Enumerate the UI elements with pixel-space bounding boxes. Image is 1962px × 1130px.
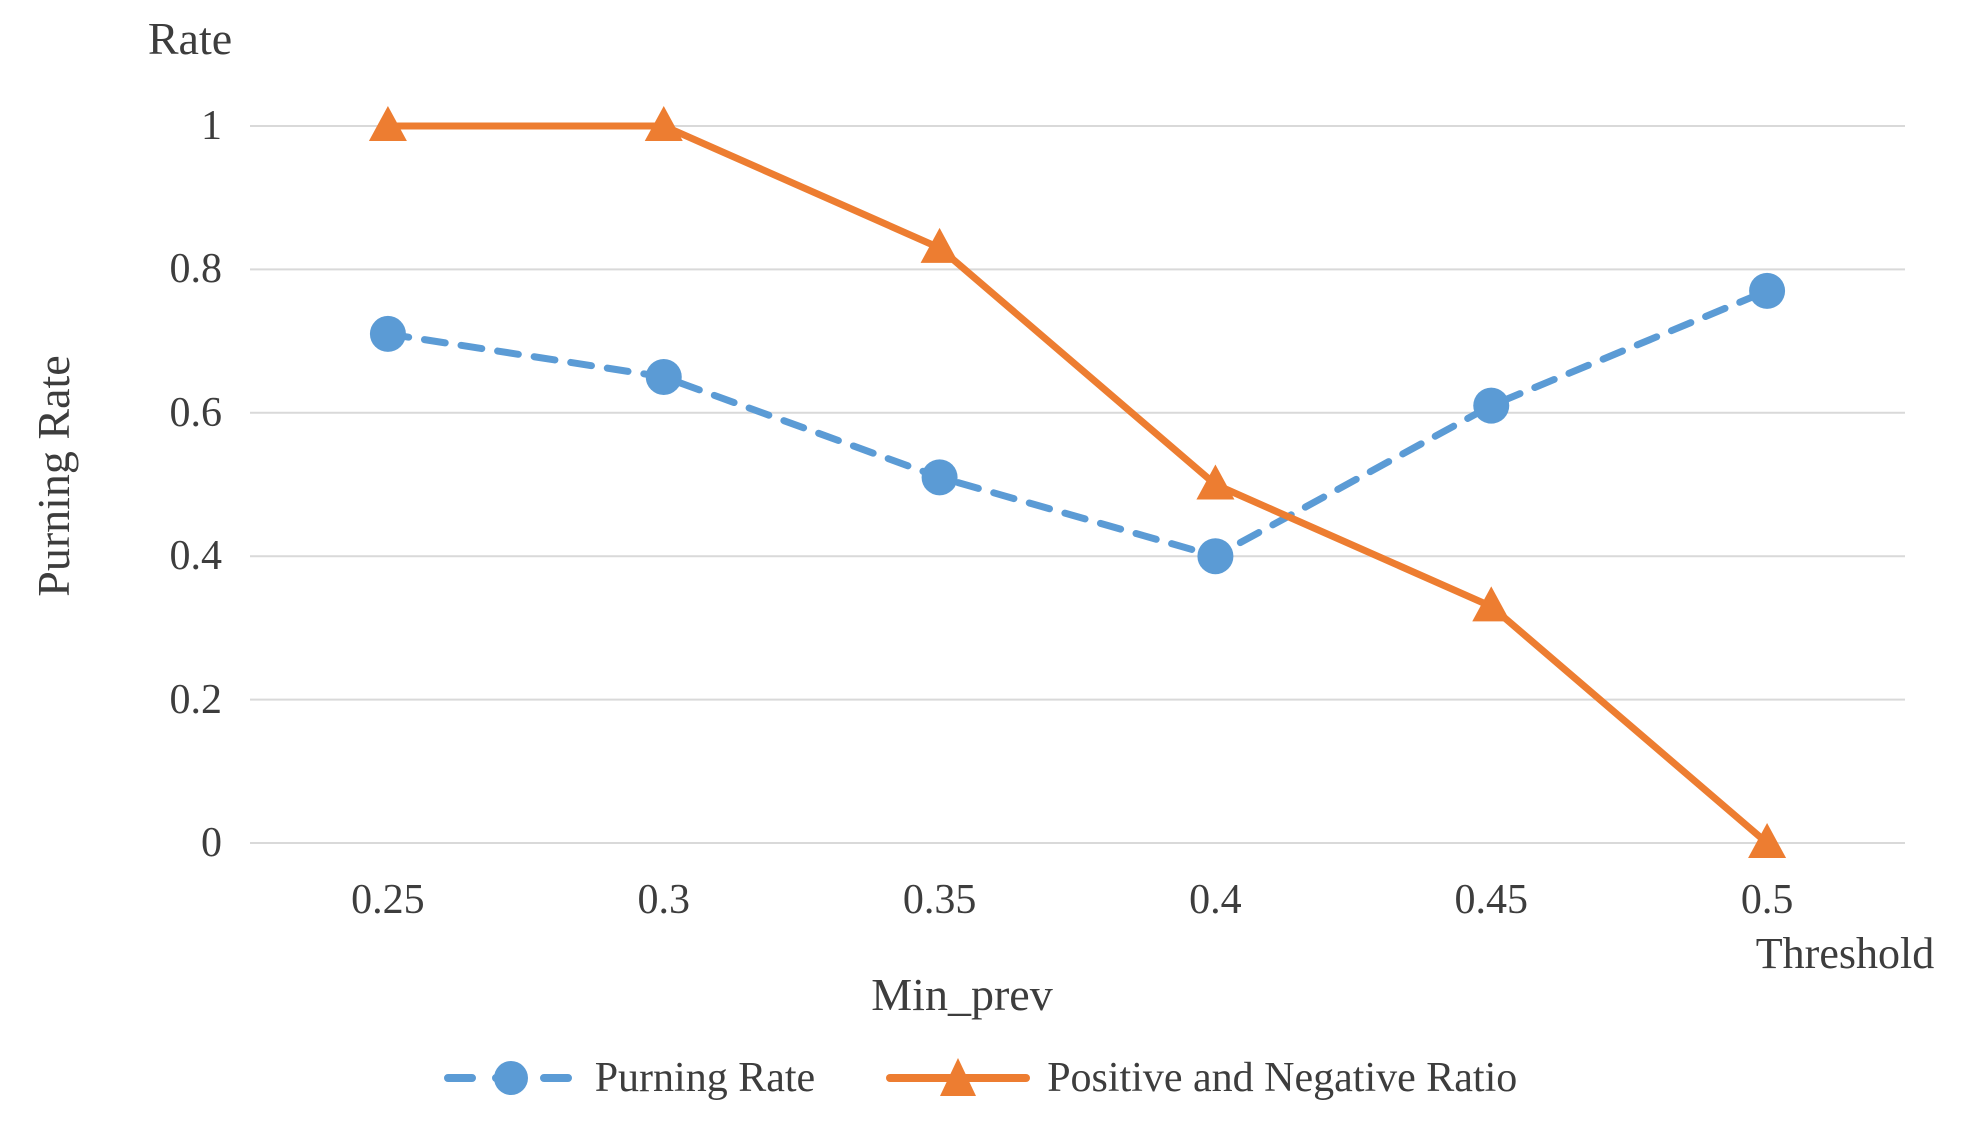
data-point-circle [921,459,958,496]
data-point-circle [1473,387,1510,424]
data-point-triangle [368,106,407,141]
data-point-circle [645,358,682,395]
legend-label: Positive and Negative Ratio [1047,1055,1518,1101]
legend-item: Purning Rate [443,1054,816,1102]
x-tick-label: 0.4 [1189,877,1242,923]
y-tick-label: 0.8 [169,246,223,293]
legend-circle-marker [493,1061,528,1095]
data-point-circle [1197,538,1234,575]
y-axis-top-label: Rate [147,13,233,64]
data-point-triangle [1472,586,1511,622]
x-tick-label: 0.25 [351,877,425,923]
legend: Purning Rate Positive and Negative Ratio [0,1048,1962,1108]
legend-label: Purning Rate [594,1055,816,1101]
y-tick-label: 0.6 [169,389,223,436]
y-tick-label: 1 [201,103,222,149]
legend-triangle-marker [940,1058,977,1096]
x-tick-label: 0.35 [902,877,977,923]
plot-area [250,106,1905,858]
x-axis-title: Min_prev [871,969,1053,1020]
y-tick-label: 0.4 [169,533,223,580]
data-point-circle [369,315,406,352]
data-point-triangle [1196,464,1235,500]
x-tick-label: 0.5 [1740,877,1794,923]
x-tick-label: 0.45 [1454,877,1529,923]
legend-solid-line-triangle-icon [886,1054,1031,1102]
legend-item: Positive and Negative Ratio [886,1054,1518,1102]
data-point-triangle [920,227,959,263]
data-point-triangle [1748,823,1787,858]
x-axis-right-label: Threshold [1755,929,1935,978]
series-line-triangle [384,122,1771,847]
data-point-triangle [644,106,683,141]
y-axis-title: Purning Rate [28,355,79,597]
y-tick-label: 0 [201,820,222,866]
data-point-circle [1749,272,1786,309]
y-tick-label: 0.2 [169,676,223,723]
x-tick-label: 0.3 [637,877,691,923]
series-line-circle [384,287,1771,560]
legend-dashed-line-circle-icon [443,1054,578,1102]
